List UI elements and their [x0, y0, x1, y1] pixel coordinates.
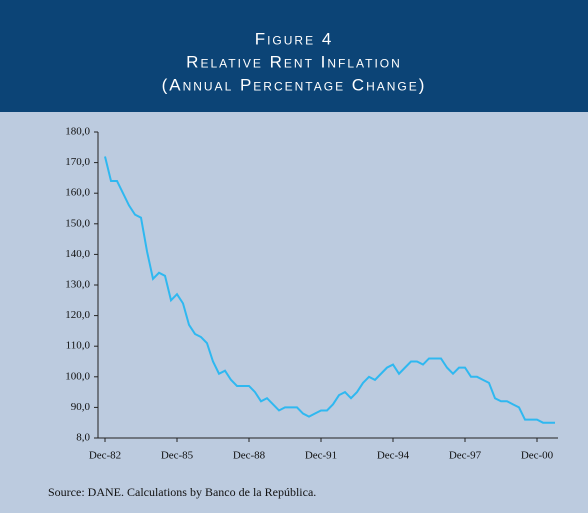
y-tick-label: 90,0: [71, 401, 91, 413]
x-tick-label: Dec-97: [449, 450, 482, 462]
source-note: Source: DANE. Calculations by Banco de l…: [48, 485, 316, 499]
y-tick-label: 180,0: [65, 126, 90, 138]
y-tick-label: 130,0: [65, 279, 90, 291]
y-tick-label: 160,0: [65, 187, 90, 199]
chart-title: Relative Rent Inflation: [186, 52, 402, 71]
x-tick-label: Dec-82: [89, 450, 121, 462]
x-tick-label: Dec-91: [305, 450, 337, 462]
y-tick-label: 140,0: [65, 248, 90, 260]
header-band: [0, 0, 588, 112]
x-tick-label: Dec-88: [233, 450, 266, 462]
x-tick-label: Dec-00: [521, 450, 554, 462]
y-tick-label: 120,0: [65, 309, 90, 321]
y-tick-label: 170,0: [65, 156, 90, 168]
y-tick-label: 8,0: [76, 432, 90, 444]
chart-subtitle: (Annual Percentage Change): [162, 75, 427, 94]
x-tick-label: Dec-85: [161, 450, 194, 462]
data-line: [104, 156, 555, 424]
x-tick-label: Dec-94: [377, 450, 410, 462]
y-tick-label: 100,0: [65, 370, 90, 382]
figure-label: Figure 4: [255, 29, 334, 48]
y-tick-label: 110,0: [66, 340, 91, 352]
y-tick-label: 150,0: [65, 217, 90, 229]
